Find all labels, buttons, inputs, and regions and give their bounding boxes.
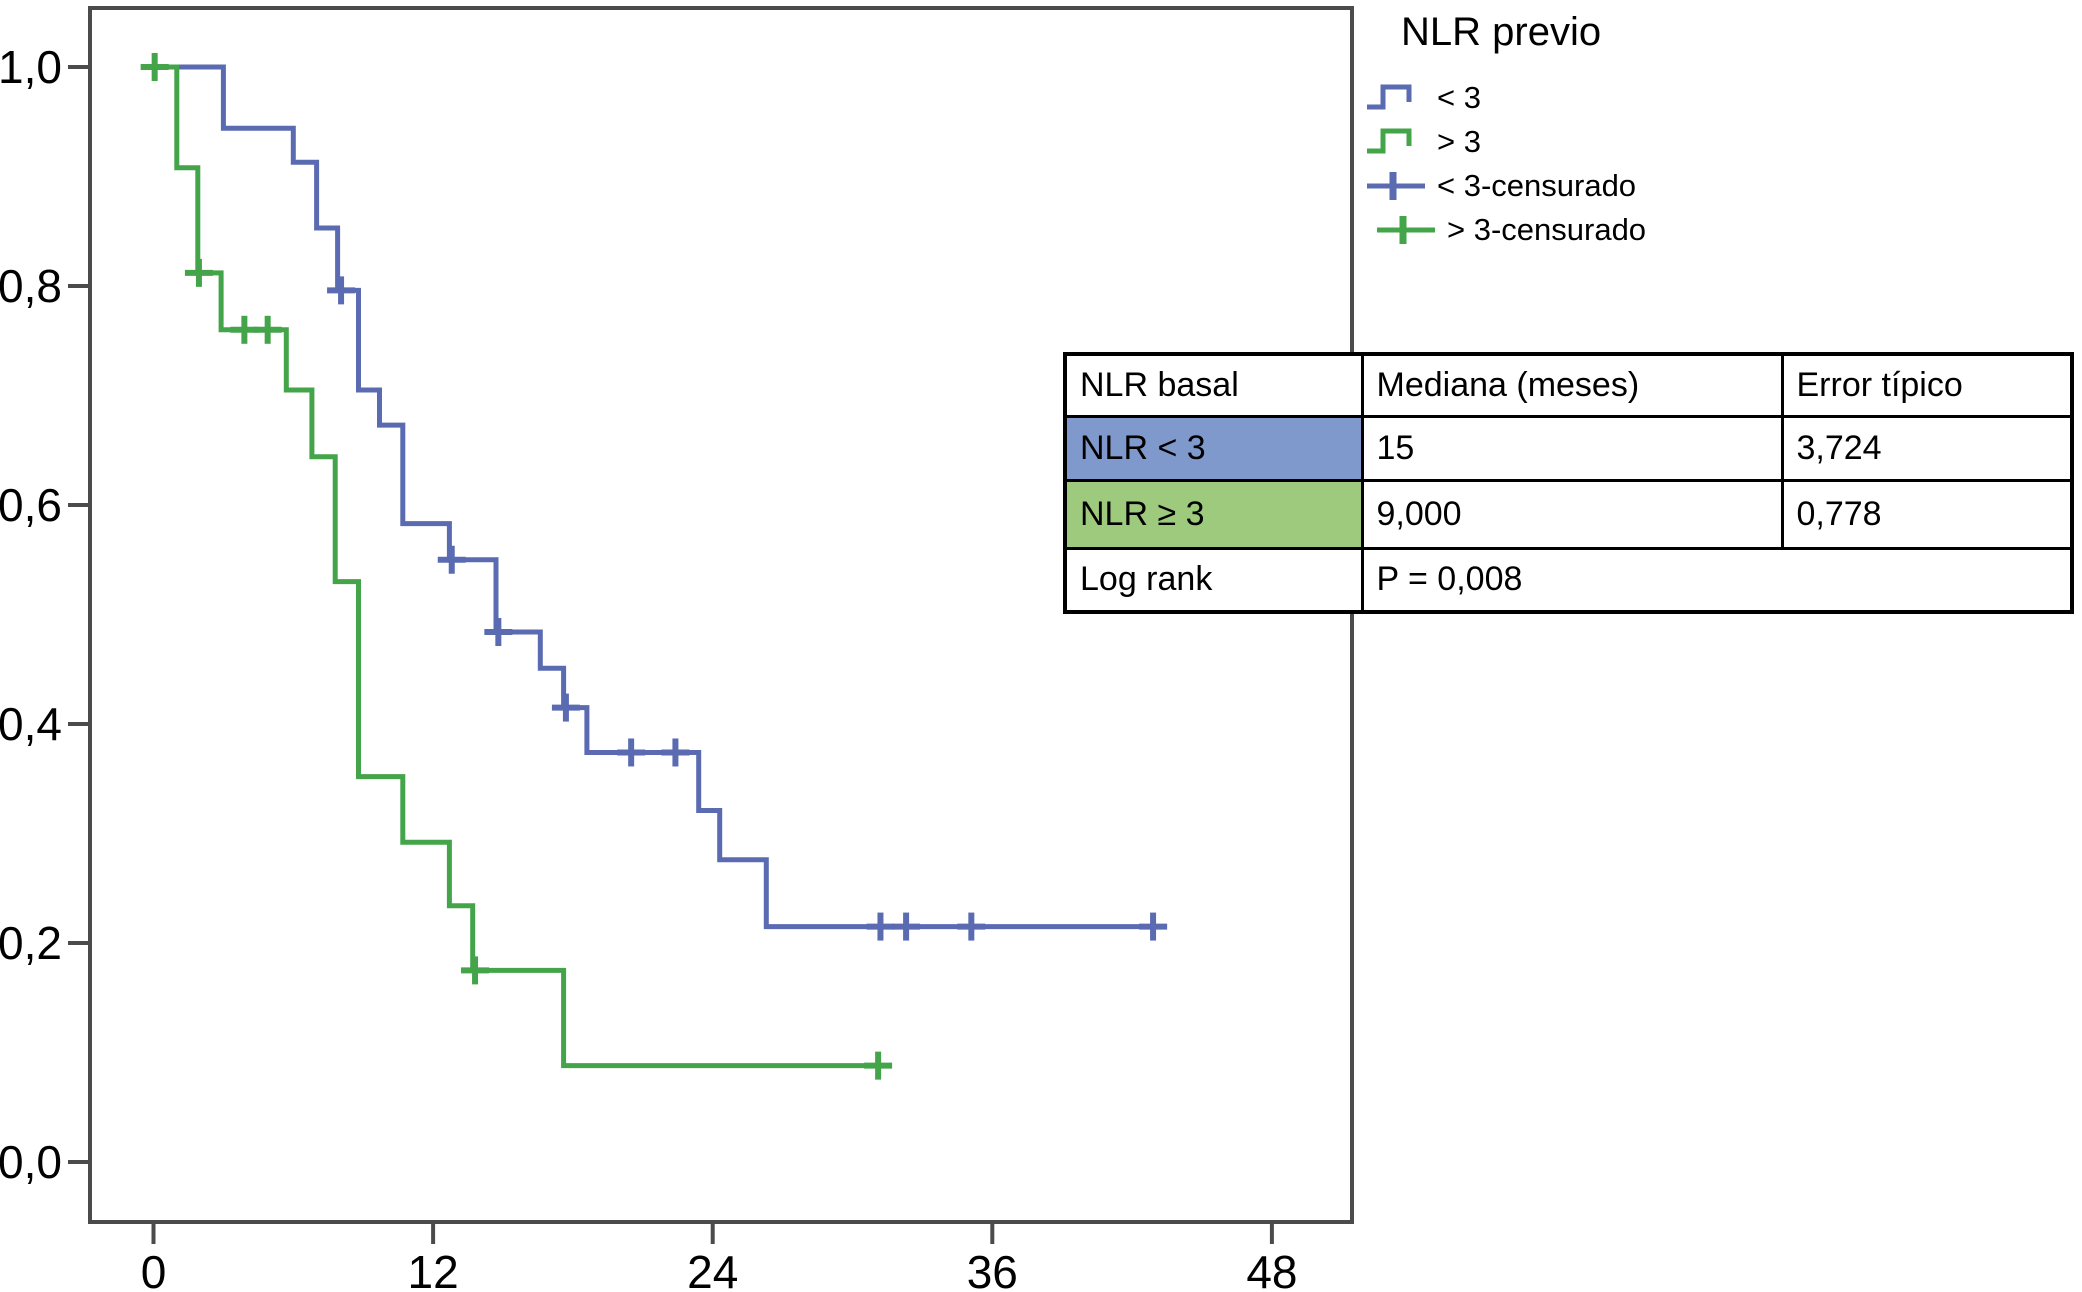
table-header-row: NLR basal Mediana (meses) Error típico [1063, 352, 2074, 418]
cell-se-gte3: 0,778 [1780, 478, 2074, 550]
survival-curve-lt3 [153, 64, 1168, 930]
legend: NLR previo < 3 > 3 [1365, 8, 2065, 252]
table-header-mediana: Mediana (meses) [1360, 352, 1784, 418]
legend-item-gte3: > 3 [1365, 120, 2065, 164]
legend-title: NLR previo [1401, 10, 1602, 54]
legend-item-label: > 3-censurado [1447, 212, 1647, 247]
censor-plus-icon-gte3 [1375, 212, 1439, 248]
table-header-error-tipico: Error típico [1780, 352, 2074, 418]
plot-area [88, 6, 1354, 1224]
table-row-logrank: Log rank P = 0,008 [1063, 546, 2074, 614]
cell-logrank-label: Log rank [1063, 546, 1364, 614]
legend-item-lt3: < 3 [1365, 76, 2065, 120]
censor-plus-icon-lt3 [1365, 168, 1429, 204]
legend-item-label: < 3-censurado [1437, 168, 1637, 203]
step-line-icon-path [1367, 84, 1412, 110]
cell-median-gte3: 9,000 [1360, 478, 1784, 550]
table-header-nlr-basal: NLR basal [1063, 352, 1364, 418]
x-axis-tick-label: 48 [1246, 1246, 1297, 1292]
x-axis-tick-label: 36 [967, 1246, 1018, 1292]
cell-se-lt3: 3,724 [1780, 414, 2074, 482]
y-axis-tick-label: 0,8 [0, 260, 62, 312]
y-axis-tick-label: 0,6 [0, 479, 62, 531]
legend-item-label: > 3 [1437, 124, 1481, 159]
table-row-nlr-gte3: NLR ≥ 3 9,000 0,778 [1063, 478, 2074, 550]
legend-item-gte3-censored: > 3-censurado [1365, 208, 2065, 252]
survival-curve-gte3 [153, 64, 886, 1069]
y-axis-tick-label: 0,0 [0, 1136, 62, 1188]
step-line-icon-lt3 [1365, 80, 1429, 116]
x-axis-tick-label: 24 [687, 1246, 738, 1292]
x-axis-tick-label: 0 [141, 1246, 167, 1292]
table-row-nlr-lt3: NLR < 3 15 3,724 [1063, 414, 2074, 482]
cell-logrank-pvalue: P = 0,008 [1360, 546, 2074, 614]
x-axis-tick-label: 12 [408, 1246, 459, 1292]
step-line-icon-gte3 [1365, 124, 1429, 160]
step-line-icon-path [1367, 128, 1412, 154]
y-axis-tick-label: 0,2 [0, 917, 62, 969]
y-axis-tick-label: 1,0 [0, 41, 62, 93]
legend-item-label: < 3 [1437, 80, 1481, 115]
y-axis-tick-label: 0,4 [0, 698, 62, 750]
cell-group-gte3: NLR ≥ 3 [1063, 478, 1364, 550]
cell-median-lt3: 15 [1360, 414, 1784, 482]
median-survival-table: NLR basal Mediana (meses) Error típico N… [1063, 352, 2074, 614]
legend-item-lt3-censored: < 3-censurado [1365, 164, 2065, 208]
cell-group-lt3: NLR < 3 [1063, 414, 1364, 482]
